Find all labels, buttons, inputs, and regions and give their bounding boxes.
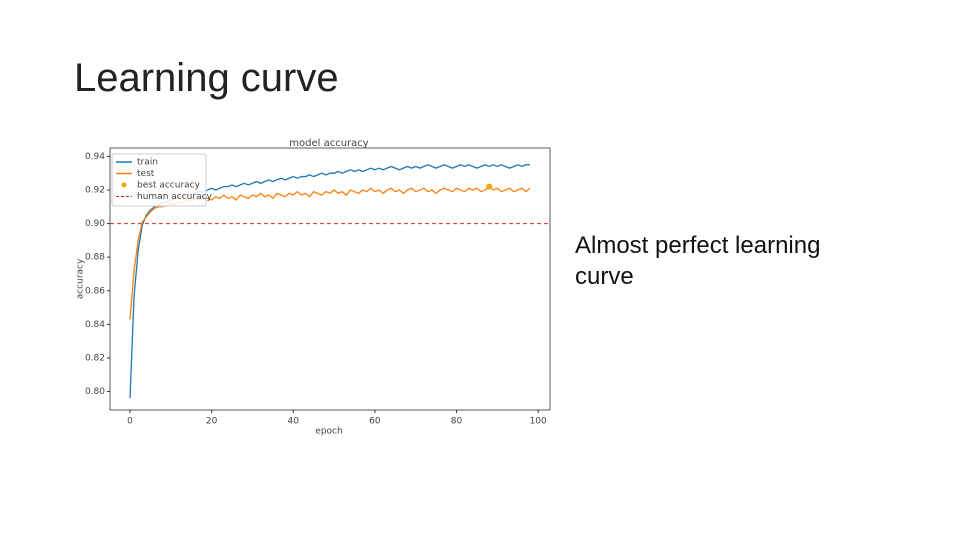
x-tick-label: 0 <box>127 417 133 427</box>
chart-title: model accuracy <box>289 138 369 149</box>
legend-swatch <box>121 182 127 188</box>
legend-label: human accuracy <box>137 192 213 202</box>
x-axis-label: epoch <box>315 427 342 437</box>
x-tick-label: 60 <box>369 417 381 427</box>
series-line <box>129 185 531 320</box>
y-tick-label: 0.90 <box>85 219 105 229</box>
y-tick-label: 0.88 <box>85 253 105 263</box>
y-tick-label: 0.82 <box>85 353 105 363</box>
legend-box <box>111 153 207 207</box>
y-tick-label: 0.84 <box>85 320 105 330</box>
y-axis-label: accuracy <box>76 258 86 299</box>
y-tick-label: 0.92 <box>85 185 105 195</box>
y-tick-label: 0.86 <box>85 286 105 296</box>
legend-label: test <box>137 169 155 179</box>
slide-title: Learning curve <box>74 56 339 100</box>
plot-frame <box>109 147 551 411</box>
slide-text: Almost perfect learning curve <box>575 232 821 290</box>
legend-label: train <box>137 158 158 168</box>
x-tick-label: 40 <box>288 417 300 427</box>
legend-label: best accuracy <box>137 181 201 191</box>
x-tick-label: 80 <box>451 417 463 427</box>
x-tick-label: 20 <box>206 417 218 427</box>
y-tick-label: 0.80 <box>85 387 105 397</box>
best-point <box>486 183 493 190</box>
y-tick-label: 0.94 <box>85 152 105 162</box>
x-tick-label: 100 <box>530 417 547 427</box>
